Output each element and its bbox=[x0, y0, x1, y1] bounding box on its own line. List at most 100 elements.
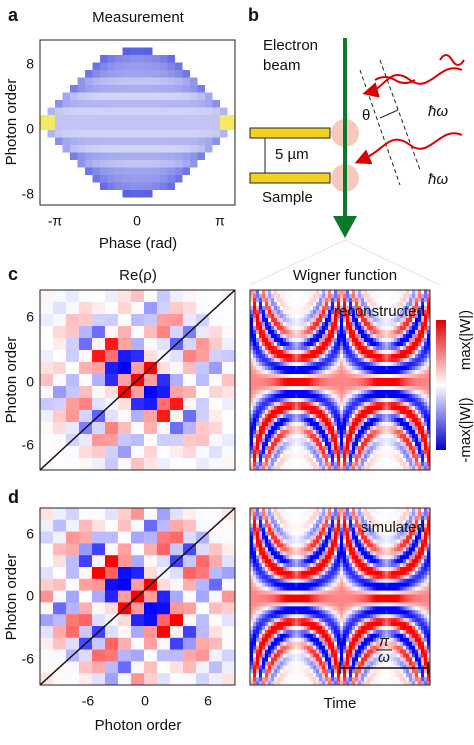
heat-cell bbox=[397, 366, 401, 371]
heat-cell bbox=[361, 362, 365, 367]
heat-cell bbox=[122, 182, 131, 191]
heat-cell bbox=[334, 362, 338, 367]
heat-cell bbox=[289, 430, 293, 435]
heat-cell bbox=[77, 62, 86, 71]
heat-cell bbox=[352, 290, 356, 295]
heat-cell bbox=[358, 442, 362, 447]
heat-cell bbox=[62, 47, 71, 56]
heat-cell bbox=[319, 555, 323, 560]
heat-cell bbox=[250, 298, 254, 303]
heat-cell bbox=[259, 342, 263, 347]
heat-cell bbox=[222, 386, 236, 399]
heat-cell bbox=[53, 350, 67, 363]
heat-cell bbox=[313, 306, 317, 311]
heat-cell bbox=[182, 40, 191, 48]
heat-cell bbox=[283, 578, 287, 584]
heat-cell bbox=[277, 559, 281, 564]
heat-cell bbox=[343, 390, 347, 395]
heat-cell bbox=[286, 418, 290, 423]
heat-cell bbox=[316, 543, 320, 548]
heat-cell bbox=[277, 669, 281, 674]
heat-cell bbox=[250, 582, 254, 587]
heat-cell bbox=[418, 354, 422, 359]
heat-cell bbox=[289, 390, 293, 395]
heat-cell bbox=[292, 681, 296, 686]
heat-cell bbox=[364, 366, 368, 371]
heat-cell bbox=[373, 398, 377, 403]
heat-cell bbox=[92, 47, 101, 56]
heat-cell bbox=[274, 653, 278, 658]
heat-cell bbox=[304, 322, 308, 327]
heat-cell bbox=[268, 326, 272, 331]
heat-cell bbox=[343, 442, 347, 447]
heat-cell bbox=[319, 290, 323, 295]
heat-cell bbox=[421, 430, 425, 435]
heat-cell bbox=[343, 318, 347, 323]
heat-cell bbox=[319, 434, 323, 439]
heat-cell bbox=[152, 137, 161, 146]
heat-cell bbox=[66, 673, 80, 686]
heat-cell bbox=[346, 354, 350, 359]
heat-cell bbox=[167, 167, 176, 176]
heat-cell bbox=[304, 458, 308, 463]
heat-cell bbox=[144, 626, 158, 639]
heat-cell bbox=[328, 622, 332, 627]
heat-cell bbox=[298, 586, 302, 591]
heat-cell bbox=[325, 614, 329, 619]
heat-cell bbox=[325, 402, 329, 407]
heat-cell bbox=[346, 438, 350, 443]
heat-cell bbox=[388, 414, 392, 419]
heat-cell bbox=[331, 326, 335, 331]
heat-cell bbox=[115, 182, 123, 191]
heat-cell bbox=[421, 342, 425, 347]
heat-cell bbox=[92, 55, 101, 63]
heat-cell bbox=[280, 645, 284, 650]
heat-cell bbox=[295, 418, 299, 423]
heat-cell bbox=[400, 426, 404, 431]
heat-cell bbox=[222, 338, 236, 351]
heat-cell bbox=[79, 290, 93, 303]
heat-cell bbox=[349, 382, 353, 387]
heat-cell bbox=[367, 446, 371, 451]
heat-cell bbox=[295, 350, 299, 355]
heat-cell bbox=[322, 458, 326, 463]
heat-cell bbox=[262, 567, 266, 572]
heat-cell bbox=[400, 346, 404, 351]
heat-cell bbox=[367, 358, 371, 363]
heat-cell bbox=[298, 598, 302, 603]
heat-cell bbox=[331, 535, 335, 540]
heat-cell bbox=[152, 107, 161, 116]
heat-cell bbox=[361, 342, 365, 347]
heat-cell bbox=[283, 318, 287, 323]
heat-cell bbox=[286, 594, 290, 599]
heat-cell bbox=[361, 350, 365, 355]
heat-cell bbox=[361, 302, 365, 307]
heat-cell bbox=[343, 342, 347, 347]
heat-cell bbox=[298, 458, 302, 463]
heat-cell bbox=[274, 645, 278, 650]
heat-cell bbox=[355, 438, 359, 443]
heat-cell bbox=[301, 653, 305, 658]
heat-cell bbox=[265, 653, 269, 658]
heat-cell bbox=[394, 354, 398, 359]
heat-cell bbox=[209, 567, 223, 580]
heat-cell bbox=[271, 677, 275, 682]
heat-cell bbox=[304, 547, 308, 552]
heat-cell bbox=[277, 422, 281, 427]
heat-cell bbox=[340, 294, 344, 299]
heat-cell bbox=[349, 462, 353, 467]
heat-cell bbox=[397, 394, 401, 399]
heat-cell bbox=[292, 629, 296, 635]
heat-cell bbox=[427, 346, 431, 351]
heat-cell bbox=[295, 362, 299, 367]
heat-cell bbox=[391, 366, 395, 371]
heat-cell bbox=[427, 450, 431, 455]
heat-cell bbox=[280, 519, 284, 525]
heat-cell bbox=[427, 362, 431, 367]
heat-cell bbox=[209, 555, 223, 568]
heat-cell bbox=[298, 641, 302, 646]
heat-cell bbox=[340, 382, 344, 387]
heat-cell bbox=[196, 290, 210, 303]
heat-cell bbox=[337, 330, 341, 335]
heat-cell bbox=[118, 614, 132, 627]
